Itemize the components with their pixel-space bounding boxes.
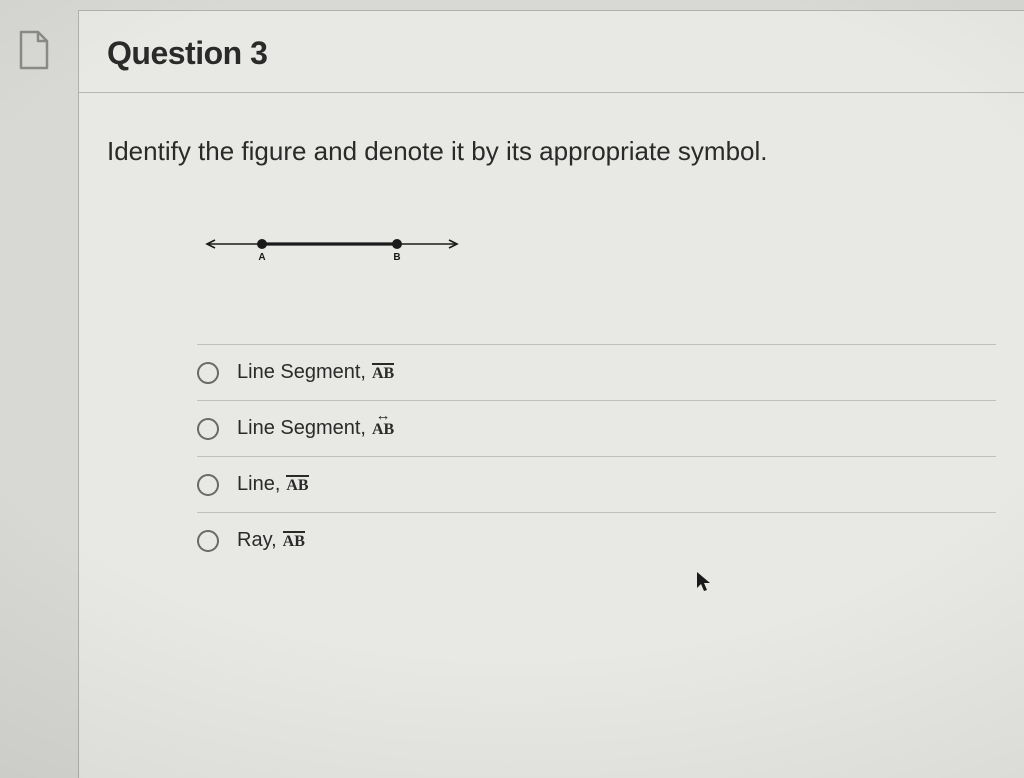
radio-button[interactable]: [197, 474, 219, 496]
svg-text:A: A: [258, 252, 265, 263]
question-title: Question 3: [107, 35, 996, 72]
option-symbol: AB: [372, 419, 394, 439]
cursor-icon: [695, 570, 713, 599]
option-prefix: Ray,: [237, 529, 277, 552]
option-row[interactable]: Line Segment, AB: [197, 344, 996, 400]
option-label: Line Segment, AB: [237, 361, 394, 384]
question-card: Question 3 Identify the figure and denot…: [78, 10, 1024, 778]
option-row[interactable]: Ray, AB: [197, 512, 996, 568]
question-prompt: Identify the figure and denote it by its…: [107, 133, 996, 169]
line-figure: AB: [197, 229, 996, 274]
option-label: Ray, AB: [237, 529, 305, 552]
question-header: Question 3: [79, 11, 1024, 93]
option-prefix: Line,: [237, 473, 280, 496]
option-symbol: AB: [283, 531, 305, 551]
answer-options: Line Segment,ABLine Segment,ABLine,ABRay…: [197, 344, 996, 568]
option-label: Line, AB: [237, 473, 309, 496]
svg-text:B: B: [393, 252, 400, 263]
option-row[interactable]: Line, AB: [197, 456, 996, 512]
option-symbol: AB: [372, 363, 394, 383]
option-row[interactable]: Line Segment, AB: [197, 400, 996, 456]
question-body: Identify the figure and denote it by its…: [79, 93, 1024, 588]
option-label: Line Segment, AB: [237, 417, 394, 440]
option-prefix: Line Segment,: [237, 361, 366, 384]
page-icon: [18, 30, 50, 70]
radio-button[interactable]: [197, 418, 219, 440]
option-symbol: AB: [286, 475, 308, 495]
radio-button[interactable]: [197, 362, 219, 384]
radio-button[interactable]: [197, 530, 219, 552]
option-prefix: Line Segment,: [237, 417, 366, 440]
